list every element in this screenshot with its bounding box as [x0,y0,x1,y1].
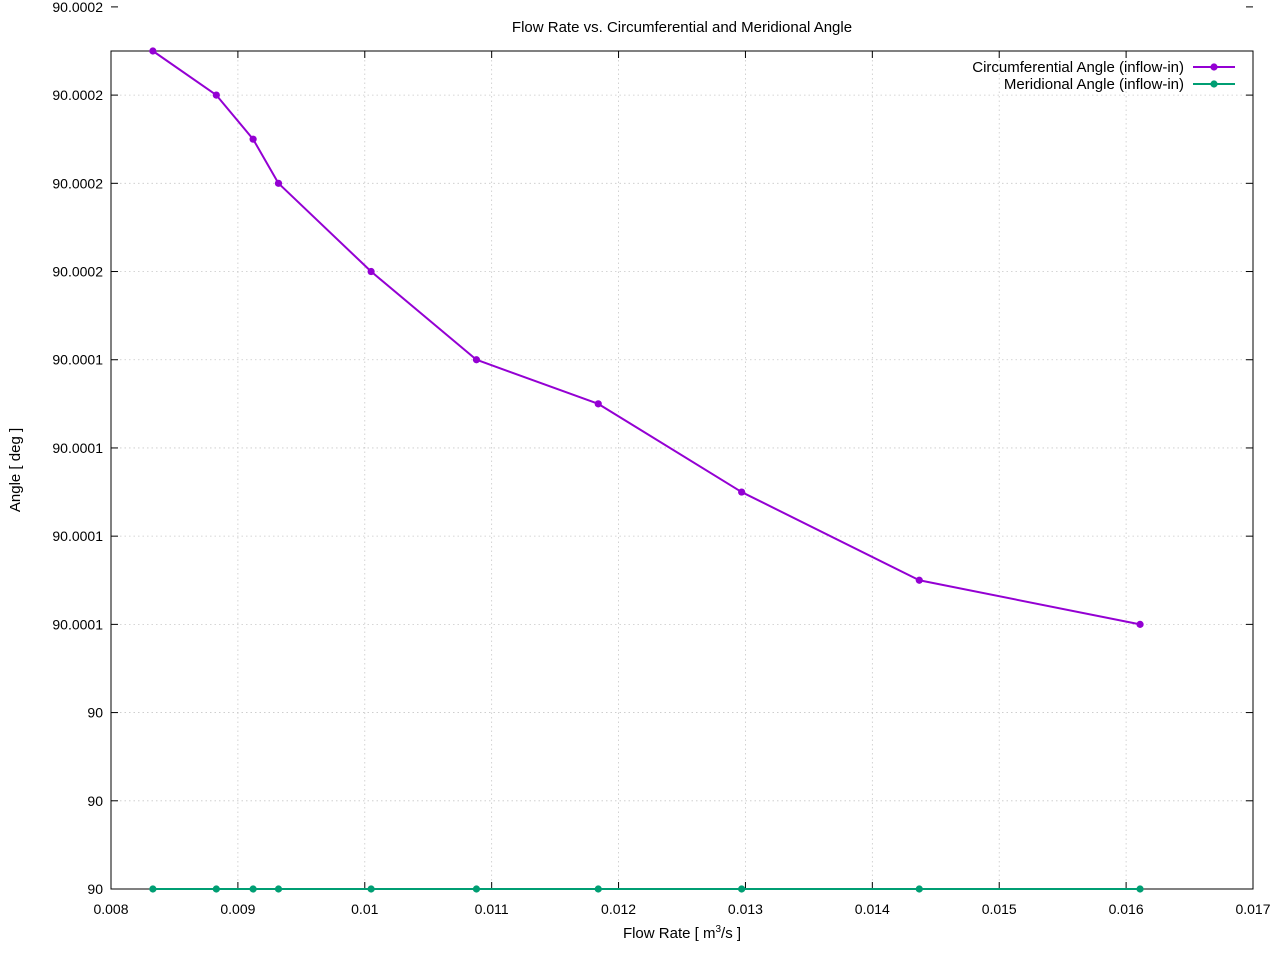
y-tick-label: 90.0001 [52,440,103,456]
plot-frame [110,50,1254,890]
y-tick-label: 90.0002 [52,264,103,280]
legend: Circumferential Angle (inflow-in)Meridio… [972,59,1235,93]
data-point [1136,620,1144,628]
legend-label: Circumferential Angle (inflow-in) [972,59,1184,76]
legend-item: Circumferential Angle (inflow-in) [972,59,1235,76]
y-tick-label: 90.0001 [52,616,103,632]
data-point [249,135,257,143]
x-tick-label: 0.014 [855,901,890,917]
y-tick-label: 90 [87,705,103,721]
data-point [594,400,602,408]
series-line [152,50,1141,626]
data-point [149,885,157,893]
x-axis-label: Flow Rate [ m3/s ] [623,924,741,942]
data-point [1136,885,1144,893]
y-tick-label: 90 [87,793,103,809]
legend-swatch-marker [1210,80,1218,88]
legend-swatch-marker [1210,63,1218,71]
legend-label: Meridional Angle (inflow-in) [1004,76,1184,93]
x-tick-label: 0.012 [601,901,636,917]
y-tick-label: 90.0001 [52,352,103,368]
x-tick-label: 0.008 [93,901,128,917]
data-point [472,356,481,364]
y-tick-label: 90 [87,881,103,897]
chart-title: Flow Rate vs. Circumferential and Meridi… [512,19,852,36]
series-layer [149,47,1144,893]
data-point [594,885,602,893]
y-tick-label: 90.0002 [52,87,103,103]
x-tick-label: 0.009 [220,901,255,917]
data-point [274,885,283,893]
x-tick-label: 0.013 [728,901,763,917]
x-tick-labels: 0.008 0.009 0.01 0.011 0.012 0.013 0.014 0.015 0… [93,901,1270,917]
x-tick-label: 0.01 [351,901,378,917]
x-tick-label: 0.017 [1235,901,1270,917]
y-tick-label: 90.0002 [52,175,103,191]
y-tick-label: 90.0002 [52,0,103,15]
data-point [472,885,481,893]
x-tick-label: 0.016 [1109,901,1144,917]
y-tick-label: 90.0001 [52,528,103,544]
data-point [212,885,220,893]
data-point [915,885,923,893]
data-point [367,267,375,276]
x-tick-label: 0.015 [982,901,1017,917]
data-point [274,179,283,187]
data-point [149,47,157,55]
data-point [367,885,375,893]
series-1 [149,47,1144,628]
y-axis-label: Angle [ deg ] [7,428,24,512]
data-point [249,885,257,893]
data-point [738,488,746,496]
series-2 [149,885,1144,893]
y-tick-labels: 90 90 90 90.0001 90.0001 90.0001 90.0001 90.000… [52,0,103,897]
data-point [738,885,746,893]
x-tick-label: 0.011 [475,901,509,917]
legend-item: Meridional Angle (inflow-in) [1004,76,1235,93]
data-point [212,91,220,99]
grid [111,51,1253,889]
data-point [915,576,923,584]
